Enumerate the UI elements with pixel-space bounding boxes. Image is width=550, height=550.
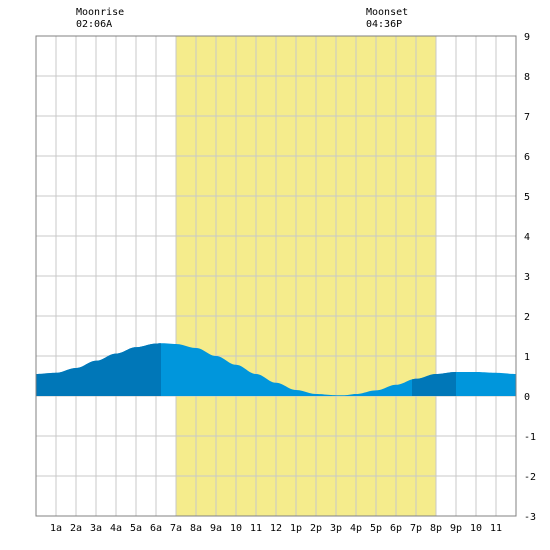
x-tick-label: 12 — [270, 523, 282, 534]
x-tick-label: 8p — [430, 523, 442, 534]
y-tick-label: 1 — [524, 352, 530, 363]
y-tick-label: 6 — [524, 152, 530, 163]
x-tick-label: 10 — [230, 523, 242, 534]
y-tick-label: 3 — [524, 272, 530, 283]
x-tick-label: 9p — [450, 523, 462, 534]
y-tick-label: 4 — [524, 232, 530, 243]
x-tick-label: 11 — [250, 523, 262, 534]
x-axis-ticks: 1a 2a 3a 4a 5a 6a 7a 8a 9a 10 11 12 1p 2p 3p 4p 5p 6p 7p 8p… — [50, 523, 502, 534]
y-tick-label: -1 — [524, 432, 536, 443]
y-axis-ticks: 9 8 7 6 5 4 3 2 1 0 -1 -2 -3 — [524, 32, 536, 523]
moonset-time: 04:36P — [366, 19, 402, 30]
x-tick-label: 11 — [490, 523, 502, 534]
x-tick-label: 2a — [70, 523, 82, 534]
x-tick-label: 10 — [470, 523, 482, 534]
moonrise-label: Moonrise — [76, 7, 124, 18]
y-tick-label: 2 — [524, 312, 530, 323]
tide-area-layer — [36, 343, 516, 396]
grid-layer — [35, 35, 517, 517]
y-tick-label: 0 — [524, 392, 530, 403]
x-tick-label: 6a — [150, 523, 162, 534]
y-tick-label: 8 — [524, 72, 530, 83]
moonset-label: Moonset — [366, 7, 408, 18]
x-tick-label: 5a — [130, 523, 142, 534]
x-tick-label: 9a — [210, 523, 222, 534]
y-tick-label: 9 — [524, 32, 530, 43]
tide-area-night-shade — [36, 343, 161, 396]
x-tick-label: 5p — [370, 523, 382, 534]
y-tick-label: 7 — [524, 112, 530, 123]
x-tick-label: 7a — [170, 523, 182, 534]
x-tick-label: 7p — [410, 523, 422, 534]
x-tick-label: 1a — [50, 523, 62, 534]
moonrise-time: 02:06A — [76, 19, 112, 30]
x-tick-label: 3p — [330, 523, 342, 534]
x-tick-label: 8a — [190, 523, 202, 534]
x-tick-label: 4p — [350, 523, 362, 534]
x-tick-label: 2p — [310, 523, 322, 534]
x-tick-label: 4a — [110, 523, 122, 534]
x-tick-label: 3a — [90, 523, 102, 534]
plot-border — [35, 35, 517, 517]
y-tick-label: 5 — [524, 192, 530, 203]
x-tick-label: 6p — [390, 523, 402, 534]
y-tick-label: -2 — [524, 472, 536, 483]
y-tick-label: -3 — [524, 512, 536, 523]
tide-area-night-shade — [412, 372, 456, 396]
x-tick-label: 1p — [290, 523, 302, 534]
